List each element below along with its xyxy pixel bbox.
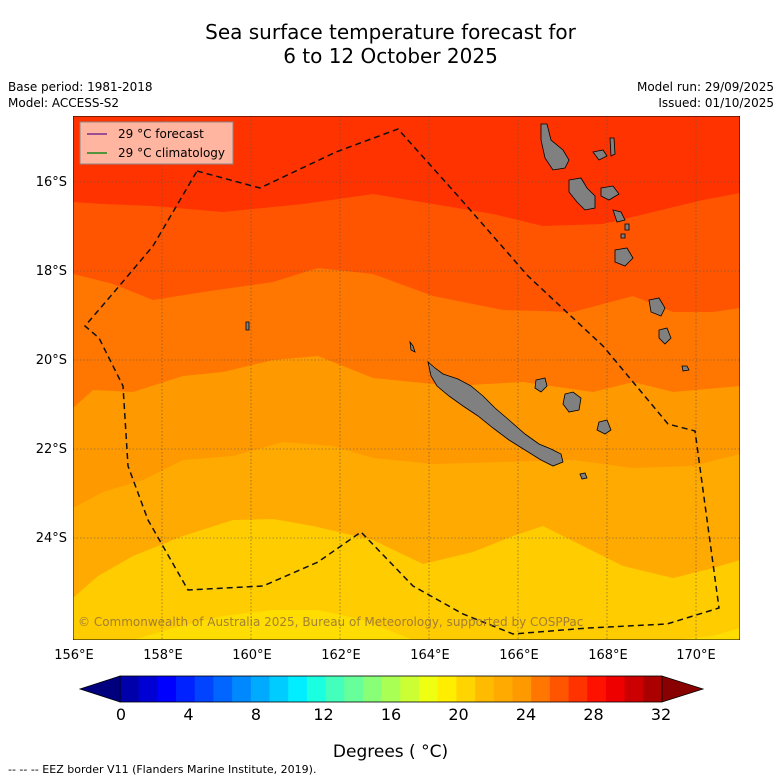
colorbar-high-extension (661, 675, 705, 703)
loyalty-island-1 (534, 377, 548, 393)
colorbar-cell (605, 676, 626, 702)
colorbar-cell (325, 676, 345, 702)
colorbar-cell (362, 676, 383, 702)
base-period: Base period: 1981-2018 (8, 80, 153, 94)
colorbar-tick: 16 (381, 705, 401, 724)
colorbar-cell (568, 676, 588, 702)
ile-des-pins (579, 472, 588, 480)
legend: 29 °C forecast 29 °C climatology (79, 121, 234, 165)
lon-label: 168°E (588, 648, 628, 663)
lon-label: 170°E (676, 648, 716, 663)
chesterfield-island (245, 321, 250, 331)
colorbar-cell (475, 676, 495, 702)
colorbar-cell (344, 676, 364, 702)
colorbar-cell (288, 676, 308, 702)
colorbar-cell (232, 676, 252, 702)
vanuatu-pentecost (592, 149, 608, 161)
copyright-notice: © Commonwealth of Australia 2025, Bureau… (78, 615, 583, 629)
lat-label: 20°S (36, 353, 67, 368)
vanuatu-ambrym (600, 185, 620, 201)
band-7 (133, 610, 413, 640)
model-name: Model: ACCESS-S2 (8, 96, 120, 110)
new-caledonia-island (427, 360, 564, 467)
vanuatu-erromango (648, 297, 666, 317)
belep-island (409, 340, 416, 353)
colorbar-tick: 24 (516, 705, 536, 724)
lon-label: 156°E (54, 648, 94, 663)
colorbar-tick: 28 (583, 705, 603, 724)
colorbar-cell (157, 676, 177, 702)
vanuatu-efate (614, 247, 634, 267)
band-7b (673, 628, 740, 640)
lon-label: 164°E (410, 648, 450, 663)
colorbar-low-extension (78, 675, 121, 703)
chart-title-line2: 6 to 12 October 2025 (283, 44, 498, 68)
vanuatu-malakula (568, 177, 596, 211)
vanuatu-epi (612, 209, 626, 223)
issued-date: Issued: 01/10/2025 (658, 96, 774, 110)
lon-label: 162°E (321, 648, 361, 663)
colorbar-cell (269, 676, 289, 702)
lat-label: 24°S (36, 531, 67, 546)
colorbar-cell (512, 676, 532, 702)
colorbar-cell (549, 676, 570, 702)
lat-label: 18°S (36, 264, 67, 279)
lon-label: 166°E (499, 648, 539, 663)
vanuatu-espiritu-santo (540, 123, 570, 171)
vanuatu-tanna (658, 327, 672, 345)
colorbar-cell (120, 676, 140, 702)
lon-label: 160°E (232, 648, 272, 663)
colorbar-tick: 4 (183, 705, 193, 724)
sst-map: 29 °C forecast 29 °C climatology © Commo… (73, 116, 740, 640)
colorbar-cell (624, 676, 644, 702)
colorbar-cell (250, 676, 271, 702)
loyalty-island-2 (562, 391, 582, 413)
colorbar-cell (194, 676, 214, 702)
legend-climatology-label: 29 °C climatology (118, 146, 225, 160)
colorbar-cell (306, 676, 327, 702)
colorbar-tick: 20 (448, 705, 468, 724)
colorbar-label: Degrees ( °C) (332, 742, 449, 762)
colorbar-cell (400, 676, 420, 702)
legend-forecast-label: 29 °C forecast (118, 127, 204, 141)
vanuatu-small-2 (620, 233, 626, 239)
colorbar-cell (531, 676, 551, 702)
lat-label: 22°S (36, 442, 67, 457)
colorbar-tick: 12 (313, 705, 333, 724)
colorbar-cell (419, 676, 439, 702)
land-masses (245, 123, 690, 480)
vanuatu-aneityum (681, 365, 690, 372)
colorbar-cell (493, 676, 513, 702)
colorbar-cell (381, 676, 401, 702)
lat-label: 16°S (36, 175, 67, 190)
colorbar-cell (643, 676, 663, 702)
colorbar-tick: 32 (651, 705, 671, 724)
model-run: Model run: 29/09/2025 (636, 80, 774, 94)
colorbar-cell (213, 676, 233, 702)
colorbar: 0 4 8 12 16 20 24 28 32 (78, 675, 705, 724)
lon-label: 158°E (143, 648, 183, 663)
colorbar-cell (456, 676, 476, 702)
colorbar-cell (176, 676, 196, 702)
grid-lines (73, 116, 740, 640)
colorbar-cell (138, 676, 158, 702)
chart-title-line1: Sea surface temperature forecast for (205, 20, 576, 44)
eez-border (83, 128, 720, 635)
colorbar-cell (587, 676, 607, 702)
vanuatu-maewo (609, 137, 616, 157)
colorbar-tick: 0 (116, 705, 126, 724)
colorbar-cell (437, 676, 457, 702)
loyalty-island-3 (596, 419, 612, 435)
vanuatu-small-1 (624, 223, 630, 231)
eez-footnote: -- -- -- EEZ border V11 (Flanders Marine… (8, 763, 317, 776)
colorbar-tick: 8 (251, 705, 261, 724)
